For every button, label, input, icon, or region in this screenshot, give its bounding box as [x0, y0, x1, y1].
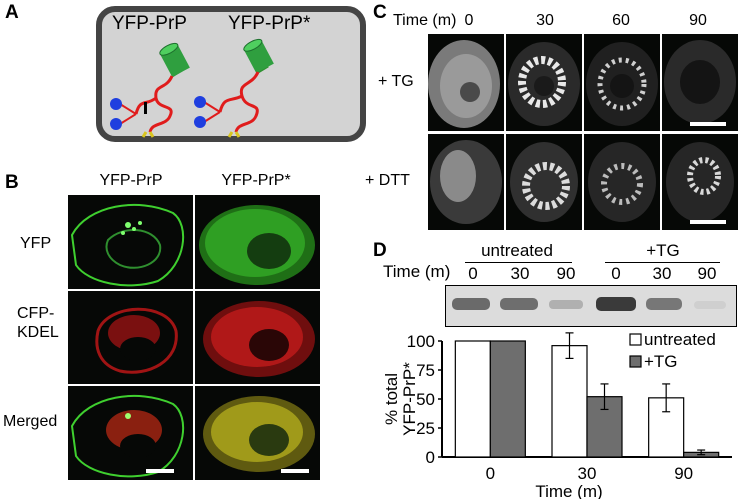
row-label-tg: + TG — [378, 73, 414, 90]
scale-bar-c-top — [690, 122, 726, 126]
micrograph-tg-0 — [428, 34, 504, 131]
x-tick-label-1: 30 — [578, 464, 597, 483]
schematic-label-prp-star: YFP-PrP* — [228, 13, 311, 34]
y-tick-label-1: 25 — [416, 419, 435, 438]
lane-time-2: 30 — [510, 264, 530, 283]
legend-swatch-1 — [629, 355, 642, 368]
western-blot — [445, 285, 737, 327]
micrograph-dtt-90 — [662, 134, 738, 230]
bar-untreated-0 — [454, 340, 491, 458]
blot-band-5 — [646, 298, 682, 310]
group-underline-tg — [605, 262, 720, 263]
group-label-tg: +TG — [646, 241, 680, 260]
micrograph-tg-30 — [506, 34, 582, 131]
column-header-prp: YFP-PrP — [99, 172, 163, 189]
panel-c-time-60: 60 — [612, 12, 630, 29]
scale-bar-b-right — [281, 469, 309, 473]
bar-tg-0 — [489, 340, 526, 458]
panel-label-d: D — [373, 240, 387, 261]
y-tick-label-3: 75 — [416, 361, 435, 380]
y-axis-label-line1: % total — [382, 373, 401, 425]
micrograph-yfp-prp-merged — [68, 386, 193, 480]
row-label-yfp: YFP — [20, 235, 52, 252]
blot-band-4 — [596, 297, 636, 311]
lane-time-3: 90 — [556, 264, 576, 283]
lane-time-6: 90 — [697, 264, 717, 283]
yfp-prp-star-molecule — [194, 38, 274, 138]
scale-bar-c-bottom — [690, 220, 726, 224]
blot-band-3 — [549, 300, 583, 309]
row-label-cfp-line1: CFP- — [17, 305, 55, 322]
panel-label-c: C — [373, 2, 387, 23]
micrograph-dtt-60 — [584, 134, 660, 230]
panel-label-a: A — [5, 2, 19, 23]
lane-time-1: 0 — [468, 264, 478, 283]
micrograph-tg-60 — [584, 34, 660, 131]
blot-band-1 — [452, 298, 490, 310]
micrograph-dtt-30 — [506, 134, 582, 230]
legend-swatch-0 — [629, 333, 642, 346]
row-label-dtt: + DTT — [365, 172, 410, 189]
panel-c-time-label: Time (m) — [393, 12, 457, 29]
group-underline-untreated — [465, 262, 572, 263]
y-tick-label-0: 0 — [426, 448, 435, 467]
lane-time-4: 0 — [611, 264, 621, 283]
panel-label-b: B — [5, 172, 19, 193]
legend-label-1: +TG — [644, 352, 678, 371]
bar-untreated-30 — [551, 345, 588, 458]
blot-band-2 — [500, 298, 538, 310]
scale-bar-b-left — [146, 469, 174, 473]
x-tick-label-2: 90 — [674, 464, 693, 483]
row-label-cfp-line2: KDEL — [17, 324, 59, 341]
schematic-cell — [96, 6, 366, 142]
micrograph-yfp-prp-star-merged — [195, 386, 320, 480]
schematic-drawing — [96, 6, 366, 142]
legend-label-0: untreated — [644, 330, 716, 349]
bar-chart: 0 25 50 75 100 0 30 90 Time (m) % total YFP-PrP* un… — [370, 328, 743, 501]
panel-d-time-label: Time (m) — [383, 262, 451, 281]
schematic-label-prp: YFP-PrP — [112, 13, 187, 34]
y-axis-label-line2: YFP-PrP* — [400, 362, 419, 436]
micrograph-yfp-prp-cfp — [68, 291, 193, 384]
x-tick-label-0: 0 — [486, 464, 495, 483]
column-header-prp-star: YFP-PrP* — [221, 172, 291, 189]
y-tick-label-2: 50 — [416, 390, 435, 409]
x-axis-label: Time (m) — [535, 482, 602, 499]
micrograph-tg-90 — [662, 34, 738, 131]
row-label-merged: Merged — [3, 413, 58, 430]
group-label-untreated: untreated — [481, 241, 553, 260]
micrograph-yfp-prp-yfp — [68, 195, 193, 289]
panel-c-time-90: 90 — [689, 12, 707, 29]
blot-band-6 — [694, 301, 726, 309]
panel-c-time-30: 30 — [536, 12, 554, 29]
lane-time-5: 30 — [652, 264, 672, 283]
micrograph-dtt-0 — [428, 134, 504, 230]
panel-c-time-0: 0 — [464, 12, 474, 29]
y-tick-label-4: 100 — [407, 332, 435, 351]
micrograph-yfp-prp-star-cfp — [195, 291, 320, 384]
micrograph-yfp-prp-star-yfp — [195, 195, 320, 289]
yfp-prp-molecule — [110, 42, 190, 138]
bar-chart-svg: 0 25 50 75 100 0 30 90 Time (m) % total YFP-PrP* un… — [382, 330, 732, 501]
